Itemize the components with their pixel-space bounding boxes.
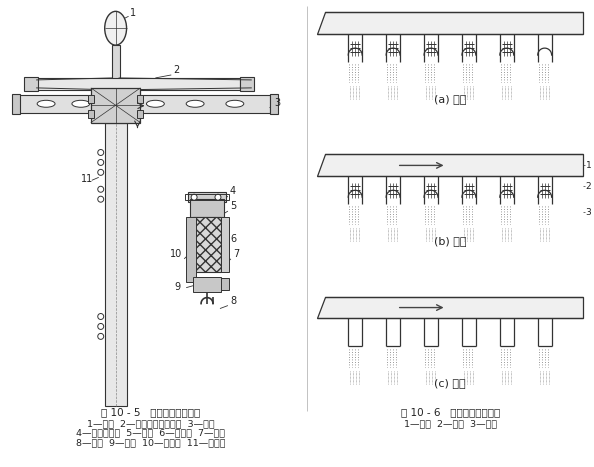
Text: 2: 2 bbox=[173, 65, 179, 75]
Text: 10: 10 bbox=[170, 249, 182, 259]
Text: 图 10 - 6   星形架工作过程图: 图 10 - 6 星形架工作过程图 bbox=[401, 407, 500, 417]
Ellipse shape bbox=[105, 11, 127, 45]
Bar bbox=[12, 94, 20, 114]
Ellipse shape bbox=[37, 100, 55, 107]
Text: 8—钩针  9—挡条  10—挡条板  11—多孔管: 8—钩针 9—挡条 10—挡条板 11—多孔管 bbox=[75, 439, 225, 448]
Bar bbox=[188, 192, 226, 202]
Ellipse shape bbox=[72, 100, 90, 107]
Text: (c) 脱钩: (c) 脱钩 bbox=[434, 378, 466, 388]
Circle shape bbox=[98, 196, 104, 202]
Bar bbox=[190, 199, 224, 217]
Text: 3: 3 bbox=[586, 208, 591, 217]
Bar bbox=[221, 278, 229, 290]
Bar bbox=[88, 95, 94, 103]
Text: 7: 7 bbox=[233, 249, 239, 259]
Bar bbox=[221, 217, 229, 272]
Text: 1—挡条  2—钩针  3—坯绸: 1—挡条 2—钩针 3—坯绸 bbox=[404, 419, 497, 428]
Circle shape bbox=[98, 159, 104, 165]
Text: 6: 6 bbox=[230, 234, 236, 244]
Bar bbox=[91, 88, 140, 123]
Bar bbox=[88, 110, 94, 118]
Text: 5: 5 bbox=[230, 201, 236, 211]
Text: 图 10 - 5   星形架结构示意图: 图 10 - 5 星形架结构示意图 bbox=[101, 407, 200, 417]
Bar bbox=[193, 217, 221, 272]
Bar bbox=[105, 123, 127, 406]
Bar bbox=[270, 94, 277, 114]
Ellipse shape bbox=[186, 100, 204, 107]
Text: (a) 挂绸: (a) 挂绸 bbox=[434, 94, 466, 104]
Bar bbox=[137, 110, 144, 118]
Circle shape bbox=[215, 194, 221, 200]
Text: 1: 1 bbox=[586, 161, 591, 170]
Bar bbox=[240, 77, 254, 91]
Text: 11: 11 bbox=[81, 174, 93, 184]
Bar bbox=[186, 217, 196, 282]
Text: 1—吊环  2—平面螺旋盘组合件  3—机架: 1—吊环 2—平面螺旋盘组合件 3—机架 bbox=[87, 419, 214, 428]
Circle shape bbox=[98, 333, 104, 340]
Text: 2: 2 bbox=[586, 182, 591, 191]
Bar bbox=[16, 95, 270, 113]
Text: 4—离合定位器  5—轮辐  6—针板架  7—针板: 4—离合定位器 5—轮辐 6—针板架 7—针板 bbox=[76, 429, 225, 438]
Circle shape bbox=[98, 149, 104, 156]
Text: 1: 1 bbox=[129, 8, 135, 18]
Circle shape bbox=[98, 313, 104, 319]
Bar bbox=[112, 45, 119, 88]
Bar bbox=[193, 277, 221, 292]
Text: 4: 4 bbox=[230, 186, 236, 196]
Bar bbox=[24, 77, 38, 91]
Text: 9: 9 bbox=[174, 282, 181, 292]
Bar bbox=[185, 194, 229, 200]
Ellipse shape bbox=[147, 100, 165, 107]
Text: 3: 3 bbox=[274, 98, 281, 108]
Polygon shape bbox=[317, 155, 583, 177]
Polygon shape bbox=[317, 297, 583, 318]
Circle shape bbox=[191, 194, 197, 200]
Circle shape bbox=[98, 324, 104, 329]
Text: (b) 精练: (b) 精练 bbox=[434, 236, 466, 246]
Circle shape bbox=[98, 170, 104, 175]
Circle shape bbox=[98, 186, 104, 192]
Ellipse shape bbox=[226, 100, 244, 107]
Bar bbox=[36, 78, 240, 90]
Polygon shape bbox=[317, 12, 583, 34]
Bar bbox=[137, 95, 144, 103]
Text: 8: 8 bbox=[230, 296, 236, 305]
